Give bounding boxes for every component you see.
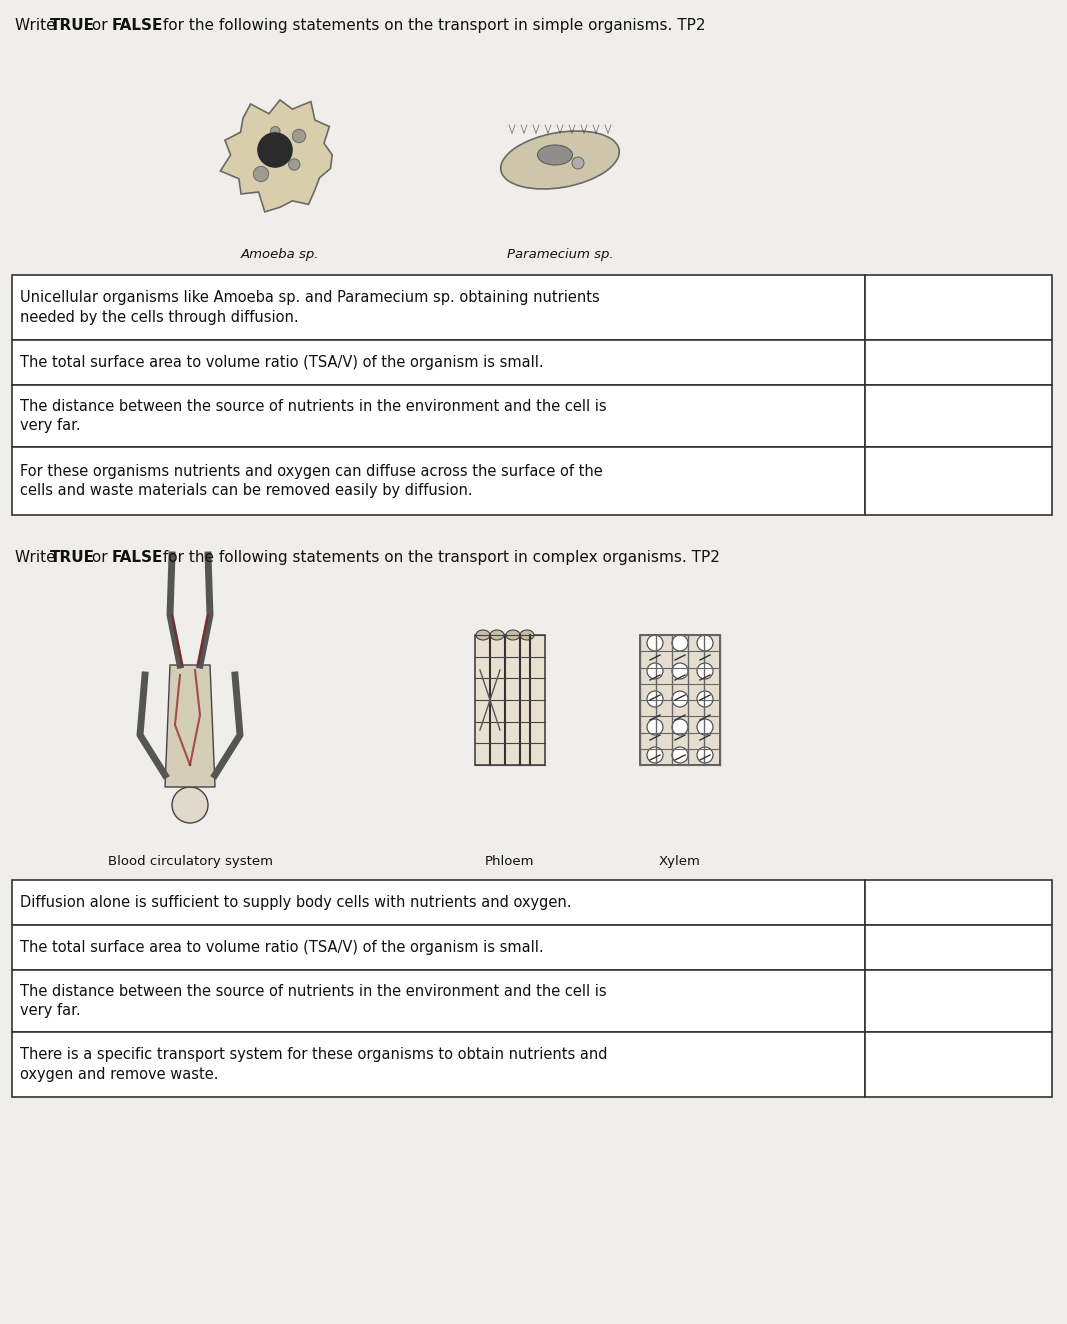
Ellipse shape: [500, 131, 619, 189]
Text: FALSE: FALSE: [112, 19, 163, 33]
Circle shape: [647, 663, 663, 679]
Text: The distance between the source of nutrients in the environment and the cell is
: The distance between the source of nutri…: [20, 399, 607, 433]
Bar: [12, 448, 864, 515]
Circle shape: [258, 132, 292, 167]
Bar: [864, 448, 1052, 515]
Circle shape: [172, 786, 208, 824]
Circle shape: [697, 691, 713, 707]
Circle shape: [647, 636, 663, 651]
Polygon shape: [221, 99, 332, 212]
Bar: [12, 385, 864, 448]
Bar: [864, 1031, 1052, 1098]
Text: Paramecium sp.: Paramecium sp.: [507, 248, 614, 261]
Circle shape: [697, 747, 713, 763]
Text: Phloem: Phloem: [485, 855, 535, 869]
Ellipse shape: [490, 630, 504, 639]
Circle shape: [672, 691, 688, 707]
Text: or: or: [87, 549, 112, 565]
Bar: [12, 925, 864, 970]
Text: or: or: [87, 19, 112, 33]
Text: The total surface area to volume ratio (TSA/V) of the organism is small.: The total surface area to volume ratio (…: [20, 355, 543, 369]
Text: for the following statements on the transport in complex organisms. TP2: for the following statements on the tran…: [158, 549, 720, 565]
Circle shape: [253, 167, 269, 181]
Bar: [12, 880, 864, 925]
Text: For these organisms nutrients and oxygen can diffuse across the surface of the
c: For these organisms nutrients and oxygen…: [20, 463, 603, 498]
Ellipse shape: [538, 146, 573, 166]
Text: Amoeba sp.: Amoeba sp.: [241, 248, 319, 261]
Ellipse shape: [506, 630, 520, 639]
Text: for the following statements on the transport in simple organisms. TP2: for the following statements on the tran…: [158, 19, 705, 33]
Circle shape: [647, 691, 663, 707]
Circle shape: [672, 719, 688, 735]
Bar: [864, 925, 1052, 970]
Circle shape: [292, 130, 305, 143]
Circle shape: [697, 719, 713, 735]
Bar: [640, 636, 720, 765]
Bar: [864, 970, 1052, 1031]
Circle shape: [697, 663, 713, 679]
Polygon shape: [165, 665, 214, 786]
Bar: [864, 385, 1052, 448]
Circle shape: [672, 636, 688, 651]
Circle shape: [672, 747, 688, 763]
Bar: [864, 880, 1052, 925]
Text: There is a specific transport system for these organisms to obtain nutrients and: There is a specific transport system for…: [20, 1047, 607, 1082]
Circle shape: [288, 159, 300, 171]
Circle shape: [647, 719, 663, 735]
Bar: [12, 340, 864, 385]
Bar: [864, 340, 1052, 385]
Circle shape: [672, 663, 688, 679]
Text: Xylem: Xylem: [659, 855, 701, 869]
Text: Unicellular organisms like Amoeba sp. and Paramecium sp. obtaining nutrients
nee: Unicellular organisms like Amoeba sp. an…: [20, 290, 600, 324]
Text: The total surface area to volume ratio (TSA/V) of the organism is small.: The total surface area to volume ratio (…: [20, 940, 543, 955]
Ellipse shape: [476, 630, 490, 639]
Bar: [12, 275, 864, 340]
Text: Blood circulatory system: Blood circulatory system: [108, 855, 272, 869]
Text: Write: Write: [15, 549, 61, 565]
Text: TRUE: TRUE: [50, 549, 95, 565]
Circle shape: [647, 747, 663, 763]
Bar: [12, 970, 864, 1031]
Text: Write: Write: [15, 19, 61, 33]
Text: Diffusion alone is sufficient to supply body cells with nutrients and oxygen.: Diffusion alone is sufficient to supply …: [20, 895, 572, 910]
Ellipse shape: [520, 630, 534, 639]
Circle shape: [697, 636, 713, 651]
Text: The distance between the source of nutrients in the environment and the cell is
: The distance between the source of nutri…: [20, 984, 607, 1018]
Bar: [12, 1031, 864, 1098]
Bar: [475, 636, 545, 765]
Text: FALSE: FALSE: [112, 549, 163, 565]
Text: TRUE: TRUE: [50, 19, 95, 33]
Circle shape: [271, 127, 280, 136]
Circle shape: [572, 158, 584, 169]
Bar: [864, 275, 1052, 340]
